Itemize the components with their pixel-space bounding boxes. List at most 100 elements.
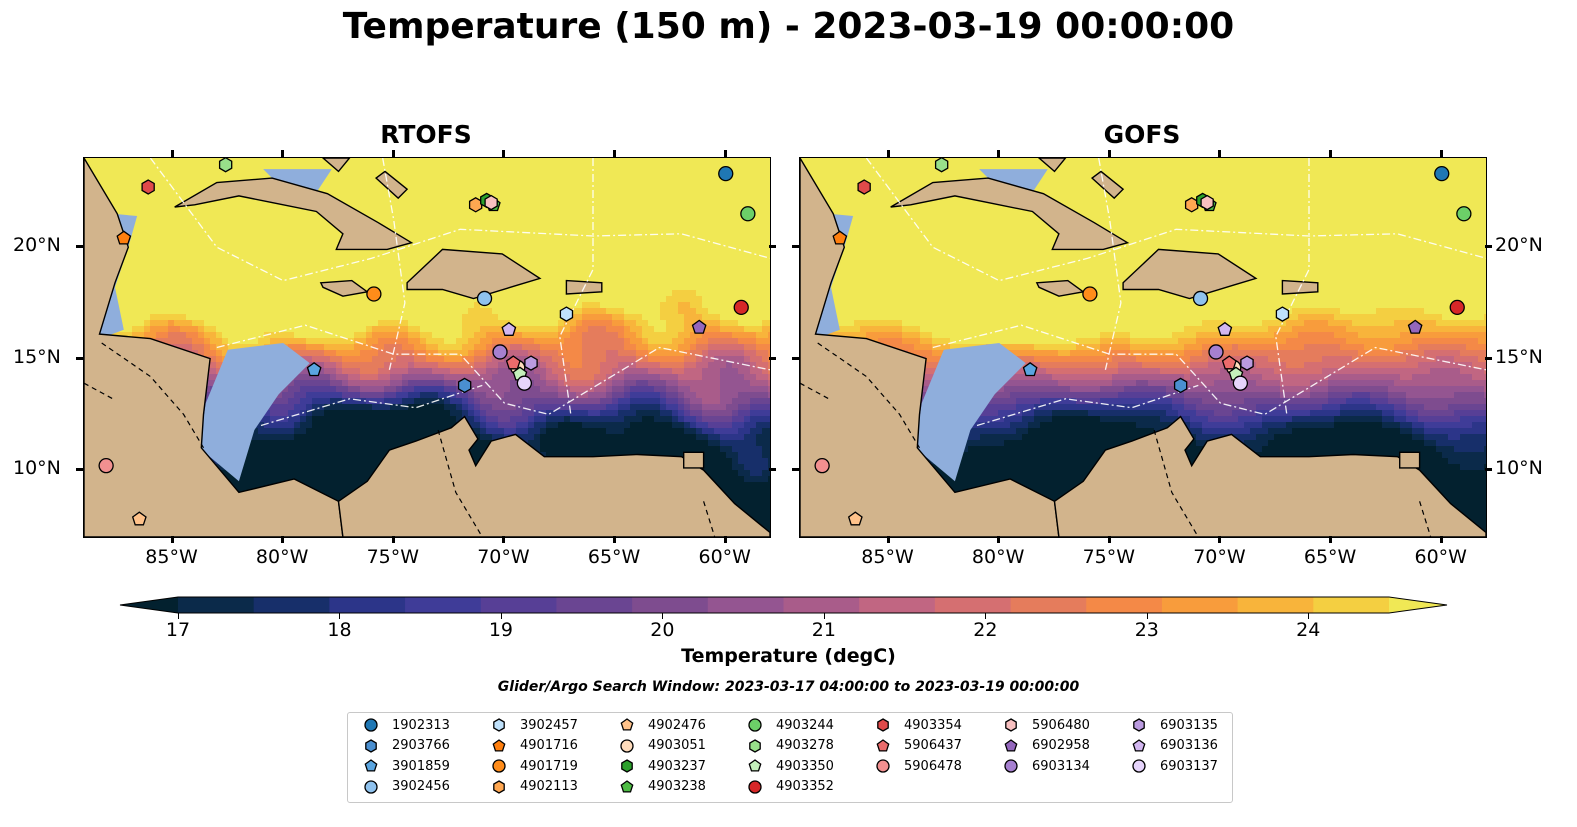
lat-tick [769, 245, 776, 249]
float-marker-4903278[interactable] [218, 158, 233, 173]
float-marker-4902113[interactable] [468, 197, 483, 213]
land-bahamas-1 [321, 158, 351, 173]
circle-marker-icon [748, 779, 762, 794]
legend-item-label: 2903766 [392, 738, 450, 753]
float-marker-6903135[interactable] [524, 355, 538, 371]
float-marker-3902457[interactable] [1275, 306, 1290, 322]
legend-item-label: 4902113 [520, 779, 578, 794]
float-marker-6903137[interactable] [516, 375, 533, 391]
legend-item-4903278: 4903278 [744, 736, 834, 756]
float-marker-1902313[interactable] [1434, 165, 1450, 182]
legend-item-label: 6903135 [1160, 717, 1218, 733]
float-marker-5906437[interactable] [505, 355, 521, 370]
circle-marker-icon [364, 779, 378, 794]
land-cuba [890, 177, 1130, 251]
float-marker-2903766[interactable] [1173, 377, 1188, 394]
legend-item-label: 5906480 [1032, 717, 1090, 733]
float-marker-4903352[interactable] [733, 299, 749, 316]
float-marker-6902958[interactable] [691, 319, 707, 334]
lon-tick-label: 65°W [587, 546, 641, 568]
float-marker-6902958[interactable] [1407, 319, 1423, 334]
float-marker-5906480[interactable] [484, 194, 498, 211]
legend-item-2903766: 2903766 [360, 736, 450, 756]
lon-tick [613, 536, 617, 543]
float-marker-6903136[interactable] [501, 321, 517, 336]
legend-item-5906480: 5906480 [1000, 715, 1090, 735]
legend-item-4903354: 4903354 [872, 715, 962, 735]
float-marker-3902456[interactable] [1192, 290, 1209, 307]
land-bahamas-2 [1091, 170, 1125, 200]
map-panel-rtofs[interactable] [83, 157, 771, 538]
hexagon-marker-icon [493, 779, 505, 794]
lat-tick [76, 356, 83, 360]
legend-item-4903350: 4903350 [744, 756, 834, 776]
pentagon-marker-icon [876, 738, 890, 752]
float-marker-5906480[interactable] [1200, 194, 1214, 211]
float-marker-6903134[interactable] [492, 344, 508, 360]
float-marker-1902313[interactable] [718, 165, 734, 182]
float-marker-4901719[interactable] [1082, 286, 1098, 302]
float-marker-6903136[interactable] [1217, 321, 1233, 336]
legend-item-5906478: 5906478 [872, 756, 962, 776]
float-marker-3902456[interactable] [476, 290, 493, 307]
float-marker-3901859[interactable] [306, 361, 322, 377]
float-marker-3902457[interactable] [559, 306, 574, 322]
float-marker-4903352[interactable] [1449, 299, 1465, 316]
float-legend: 1902313 2903766 3901859 3902456 3902457 49017… [347, 712, 1233, 803]
lon-tick [1107, 536, 1111, 543]
shelf-area [199, 343, 310, 482]
country-border [1153, 429, 1199, 537]
eez-boundary [976, 384, 1199, 427]
float-marker-4902113[interactable] [1184, 197, 1199, 213]
colorbar-segment [1010, 597, 1087, 613]
country-border [84, 382, 114, 400]
float-marker-4903244[interactable] [1456, 206, 1472, 222]
legend-item-4901719: 4901719 [488, 756, 578, 776]
map-panel-gofs[interactable] [799, 157, 1487, 538]
legend-item-label: 6902958 [1032, 738, 1090, 753]
colorbar-segment [480, 597, 557, 613]
lat-tick [76, 245, 83, 249]
float-marker-5906437[interactable] [1221, 355, 1237, 370]
float-marker-4902476[interactable] [131, 511, 147, 526]
lon-tick [391, 150, 395, 157]
legend-item-4901716: 4901716 [488, 736, 578, 756]
lat-tick [1485, 468, 1492, 472]
land-trinidad [683, 451, 705, 469]
colorbar-title: Temperature (degC) [681, 645, 896, 667]
legend-item-6903137: 6903137 [1128, 756, 1218, 776]
country-border [800, 382, 830, 400]
float-marker-4901716[interactable] [832, 230, 848, 245]
float-marker-4901716[interactable] [116, 230, 132, 245]
colorbar-tick-label: 17 [165, 619, 191, 641]
legend-item-label: 3902456 [392, 779, 450, 794]
lat-tick-label: 20°N [1495, 234, 1543, 257]
legend-item-label: 4901719 [520, 758, 578, 774]
float-marker-4901719[interactable] [366, 286, 382, 302]
legend-item-label: 4903350 [776, 758, 834, 774]
float-marker-6903135[interactable] [1240, 355, 1254, 371]
float-marker-3901859[interactable] [1022, 361, 1038, 377]
float-marker-4902476[interactable] [847, 511, 863, 526]
lat-tick [769, 356, 776, 360]
lon-tick [391, 536, 395, 543]
float-marker-4903354[interactable] [857, 179, 871, 195]
float-marker-5906478[interactable] [814, 458, 830, 474]
lon-tick [723, 536, 727, 543]
country-border [437, 429, 483, 537]
float-marker-5906478[interactable] [98, 458, 114, 474]
land-bahamas-1 [1037, 158, 1067, 173]
lon-tick-label: 60°W [698, 546, 751, 568]
float-marker-4903354[interactable] [141, 179, 155, 195]
float-marker-6903137[interactable] [1232, 375, 1249, 391]
lon-tick [886, 150, 890, 157]
float-marker-2903766[interactable] [457, 377, 472, 394]
legend-item-6903134: 6903134 [1000, 756, 1090, 776]
eez-boundary [216, 324, 770, 416]
lat-tick [792, 468, 799, 472]
lon-tick [1439, 150, 1443, 157]
float-marker-4903278[interactable] [934, 158, 949, 173]
colorbar-tick-label: 22 [973, 619, 998, 641]
float-marker-4903244[interactable] [740, 206, 756, 222]
float-marker-6903134[interactable] [1208, 344, 1224, 360]
